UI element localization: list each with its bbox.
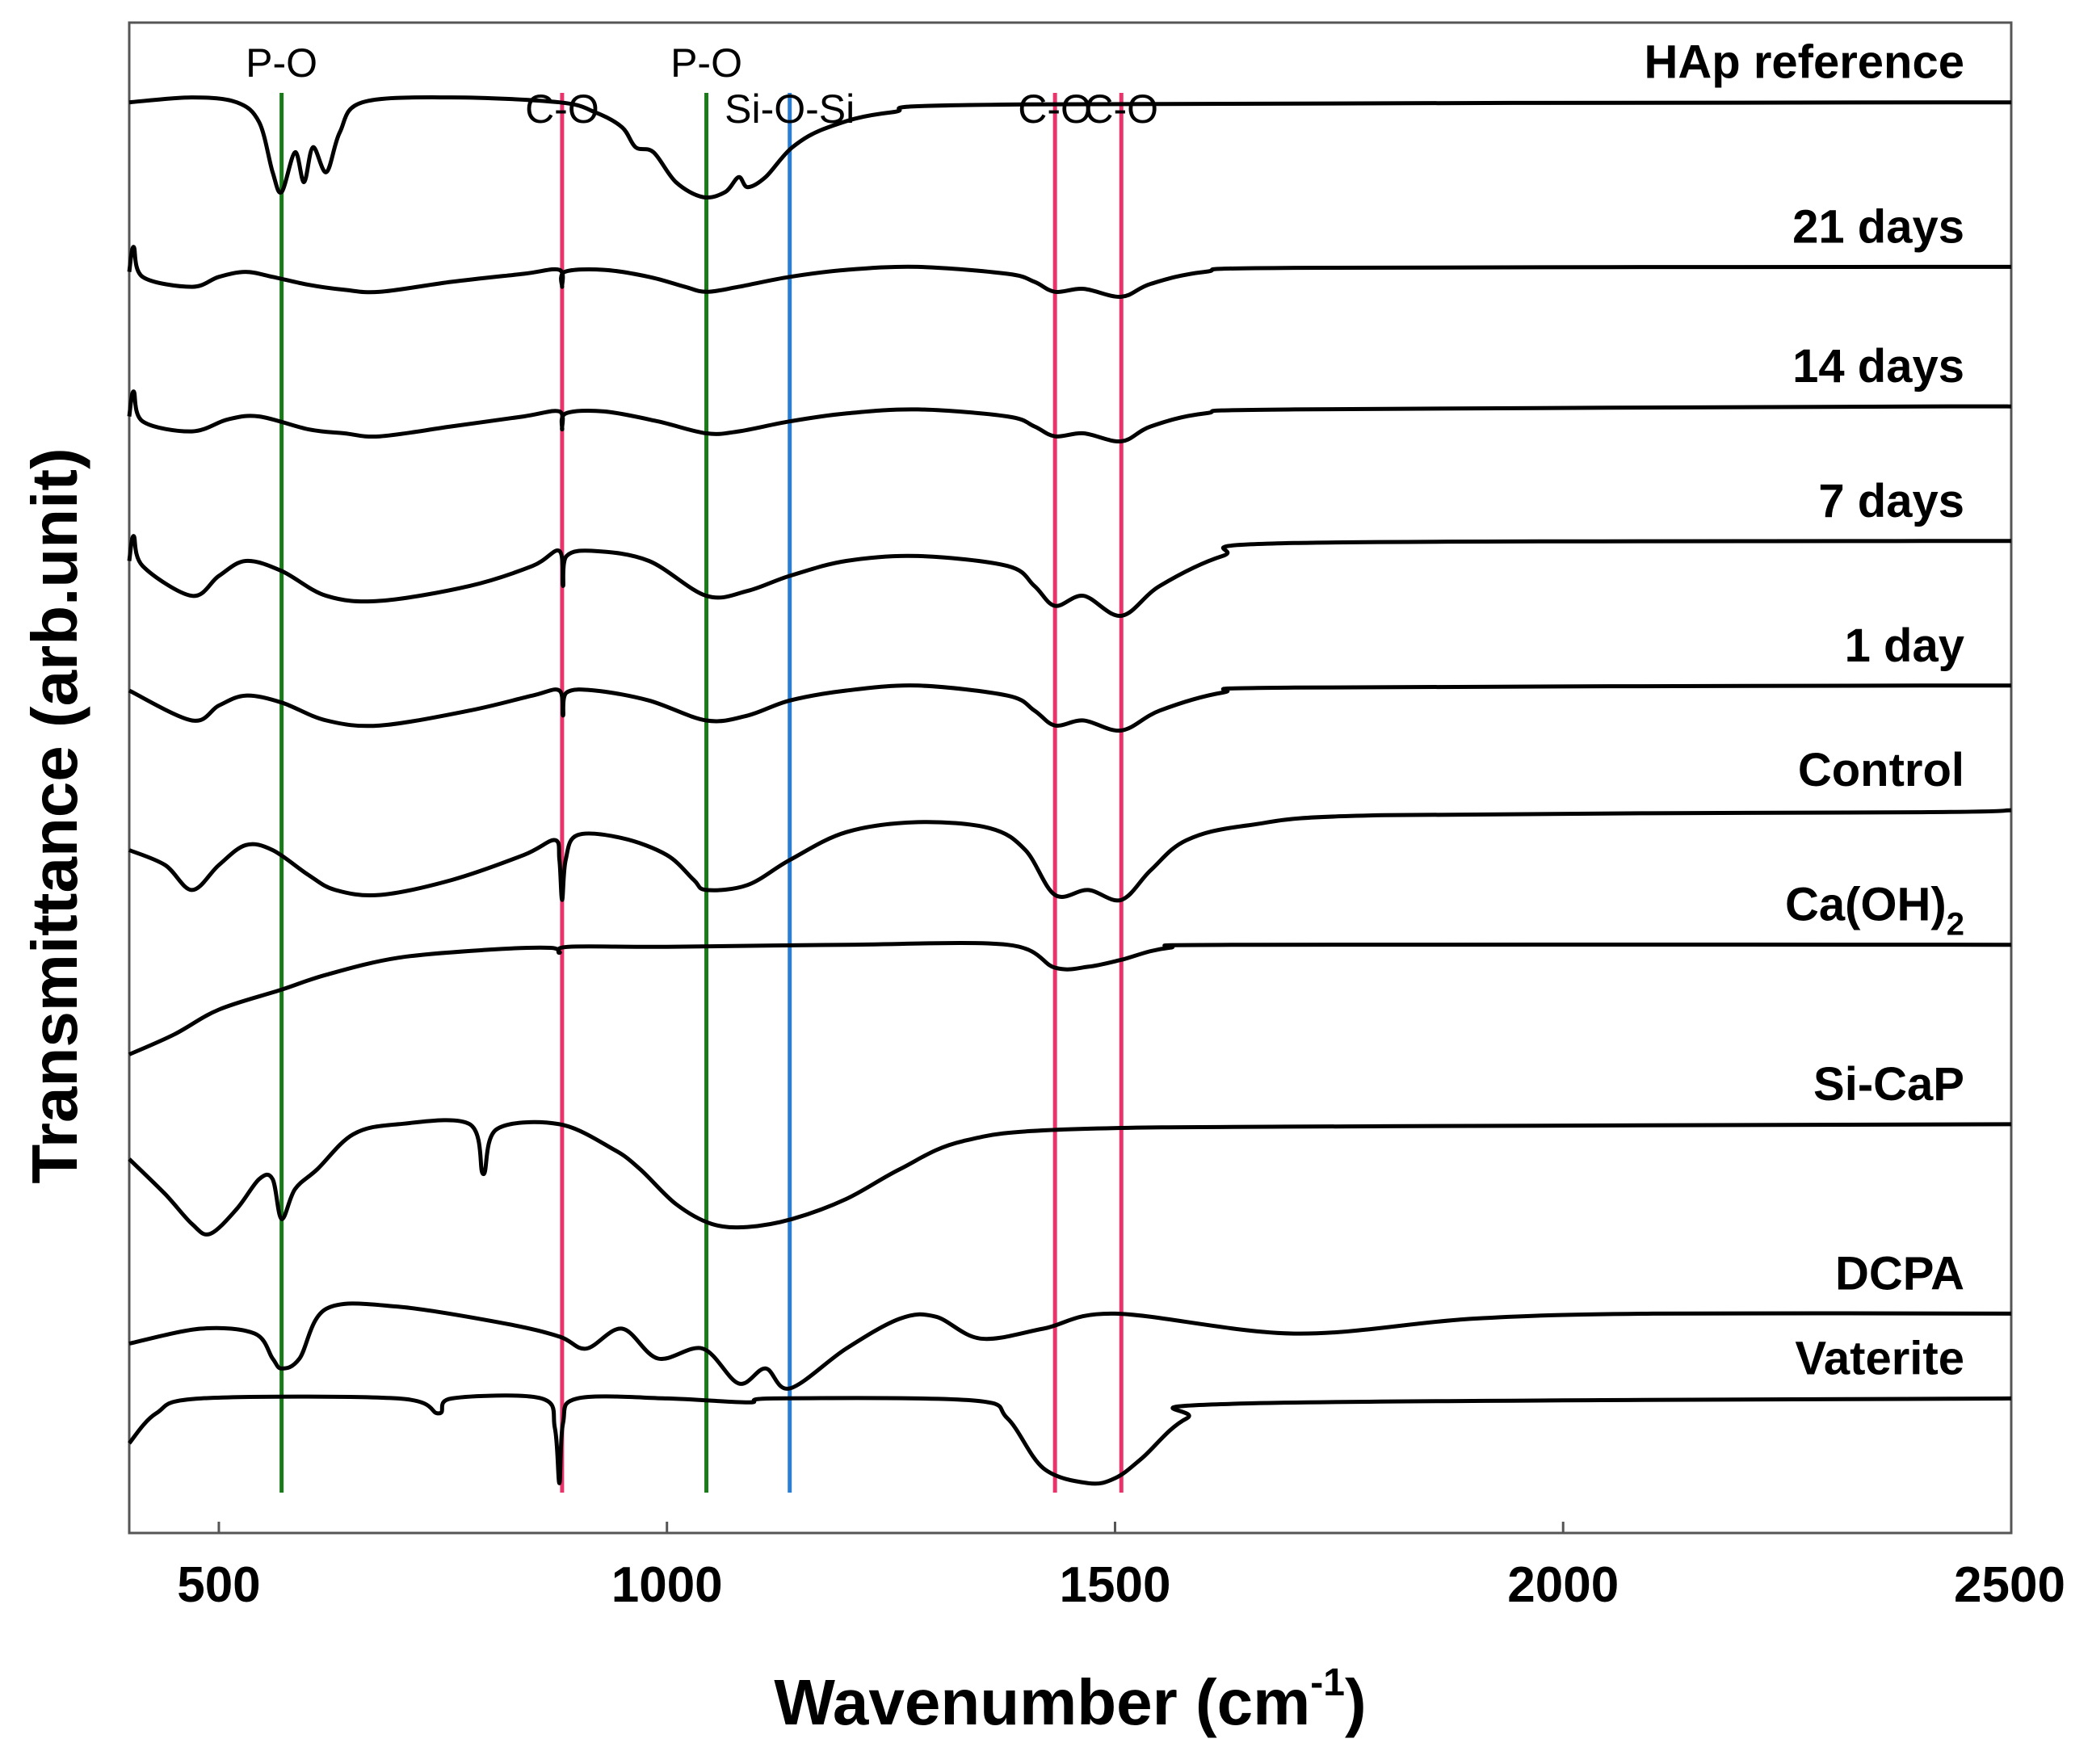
series-label-1-day: 1 day (1845, 620, 1964, 672)
series-line-14-days (127, 389, 2012, 443)
series-line-hap-reference (128, 95, 2012, 200)
x-tick-label-500: 500 (177, 1557, 260, 1613)
series-line-7-days (127, 534, 2012, 618)
series-label-14-days: 14 days (1792, 340, 1964, 393)
ref-label-c-o-5: C-O (1084, 86, 1158, 132)
series-line-vaterite (128, 1393, 2012, 1486)
series-line-dcpa (128, 1301, 2012, 1391)
series-label-dcpa: DCPA (1835, 1247, 1964, 1300)
ref-label-p-o-2: P-O (670, 40, 742, 86)
ref-label-p-o-0: P-O (246, 40, 317, 86)
x-axis-title-main: Wavenumber (cm (774, 1666, 1310, 1738)
x-tick-label-2000: 2000 (1507, 1557, 1619, 1613)
series-label-control: Control (1798, 744, 1964, 796)
ref-label-c-o-1: C-O (525, 86, 599, 132)
x-axis-title: Wavenumber (cm-1) (774, 1661, 1366, 1738)
x-tick-label-1500: 1500 (1060, 1557, 1171, 1613)
series-line-si-cap (128, 1118, 2012, 1237)
series-layer (127, 95, 2012, 1486)
x-axis-title-superscript: -1 (1310, 1661, 1345, 1704)
series-label-vaterite: Vaterite (1795, 1332, 1964, 1384)
plot-frame (128, 21, 2013, 1535)
x-tick-label-2500: 2500 (1954, 1557, 2065, 1613)
x-axis-title-suffix: ) (1345, 1666, 1367, 1738)
y-axis-title: Transmittance (arb.unit) (19, 447, 90, 1183)
series-label-hap-reference: HAp reference (1645, 36, 1964, 89)
series-label-21-days: 21 days (1792, 200, 1964, 253)
x-axis-ticks: 500 1000 1500 2000 2500 (177, 1522, 2065, 1613)
x-tick-label-1000: 1000 (611, 1557, 723, 1613)
series-label-7-days: 7 days (1818, 475, 1964, 527)
series-label-ca-oh: Ca(OH)2 (1785, 879, 1964, 943)
ref-label-c-o-4: C-O (1018, 86, 1092, 132)
reference-lines (279, 93, 1124, 1493)
series-line-21-days (127, 245, 2012, 299)
ref-label-si-o-si-3: Si-O-Si (725, 86, 855, 132)
series-line-1-day (128, 683, 2012, 733)
series-line-ca-oh (128, 941, 2012, 1056)
series-line-control (128, 808, 2012, 903)
series-label-si-cap: Si-CaP (1813, 1058, 1964, 1111)
